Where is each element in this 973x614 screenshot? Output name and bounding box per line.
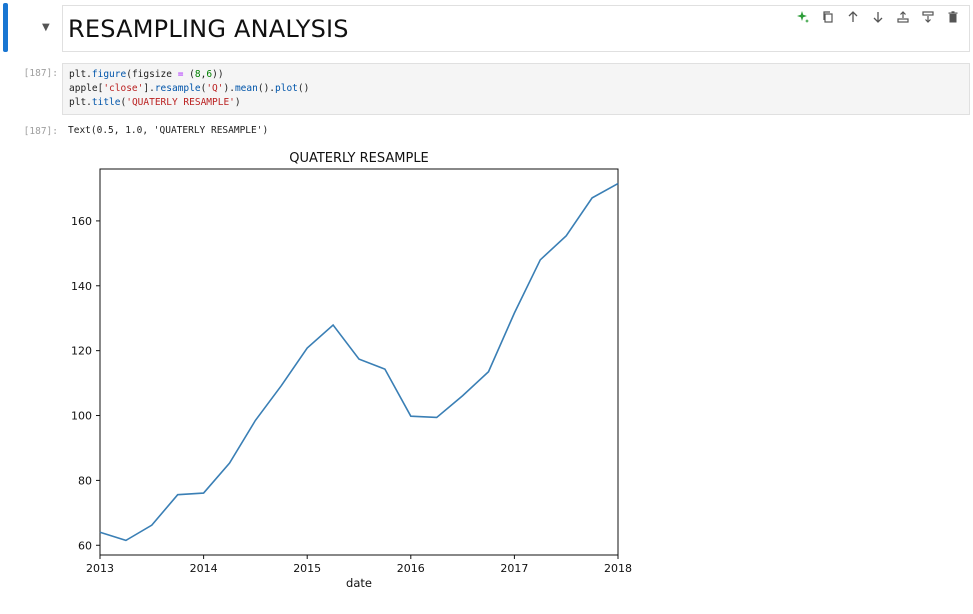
sparkle-ai-button[interactable] (790, 8, 815, 26)
active-cell-indicator (3, 3, 8, 52)
x-tick-label: 2014 (190, 562, 218, 575)
x-tick-label: 2016 (397, 562, 425, 575)
x-tick-label: 2013 (86, 562, 114, 575)
chart-title: QUATERLY RESAMPLE (289, 151, 429, 166)
x-axis: 2013 2014 2015 2016 2017 2018 (86, 555, 632, 575)
insert-above-button[interactable] (890, 8, 915, 26)
y-tick-label: 140 (71, 280, 92, 293)
line-chart: QUATERLY RESAMPLE 2013 2014 2015 2016 2017 20… (71, 151, 632, 590)
x-tick-label: 2018 (604, 562, 632, 575)
y-axis: 60 80 100 120 140 160 (71, 215, 100, 552)
insert-below-button[interactable] (915, 8, 940, 26)
output-prompt: [187]: (23, 126, 58, 137)
insert-above-icon (896, 11, 909, 23)
x-tick-label: 2015 (293, 562, 321, 575)
delete-cell-button[interactable] (940, 8, 965, 26)
arrow-up-icon (848, 11, 857, 22)
markdown-cell[interactable]: RESAMPLING ANALYSIS (62, 5, 970, 52)
x-tick-label: 2017 (500, 562, 528, 575)
plot-frame (99, 168, 619, 556)
duplicate-cell-button[interactable] (815, 8, 840, 26)
trash-icon (948, 11, 957, 23)
input-prompt: [187]: (23, 68, 58, 79)
insert-below-icon (921, 11, 934, 23)
move-up-button[interactable] (840, 8, 865, 26)
copy-icon (822, 11, 833, 23)
cell-toolbar (790, 8, 965, 26)
y-tick-label: 160 (71, 215, 92, 228)
code-line-2: apple['close'].resample('Q').mean().plot… (69, 83, 310, 94)
output-text: Text(0.5, 1.0, 'QUATERLY RESAMPLE') (68, 125, 269, 136)
y-tick-label: 120 (71, 345, 92, 358)
series-line (99, 182, 619, 542)
x-axis-label: date (346, 576, 372, 590)
data-points (99, 183, 619, 541)
y-tick-label: 80 (78, 474, 92, 487)
code-line-3: plt.title('QUATERLY RESAMPLE') (69, 97, 241, 108)
y-tick-label: 100 (71, 410, 92, 423)
move-down-button[interactable] (865, 8, 890, 26)
y-tick-label: 60 (78, 539, 92, 552)
collapse-caret-icon[interactable]: ▼ (42, 22, 50, 33)
code-line-1: plt.figure(figsize = (8,6)) (69, 69, 224, 80)
sparkle-icon (796, 11, 809, 23)
arrow-down-icon (873, 12, 882, 23)
code-editor[interactable]: plt.figure(figsize = (8,6)) apple['close… (62, 63, 970, 115)
markdown-heading: RESAMPLING ANALYSIS (68, 15, 349, 43)
